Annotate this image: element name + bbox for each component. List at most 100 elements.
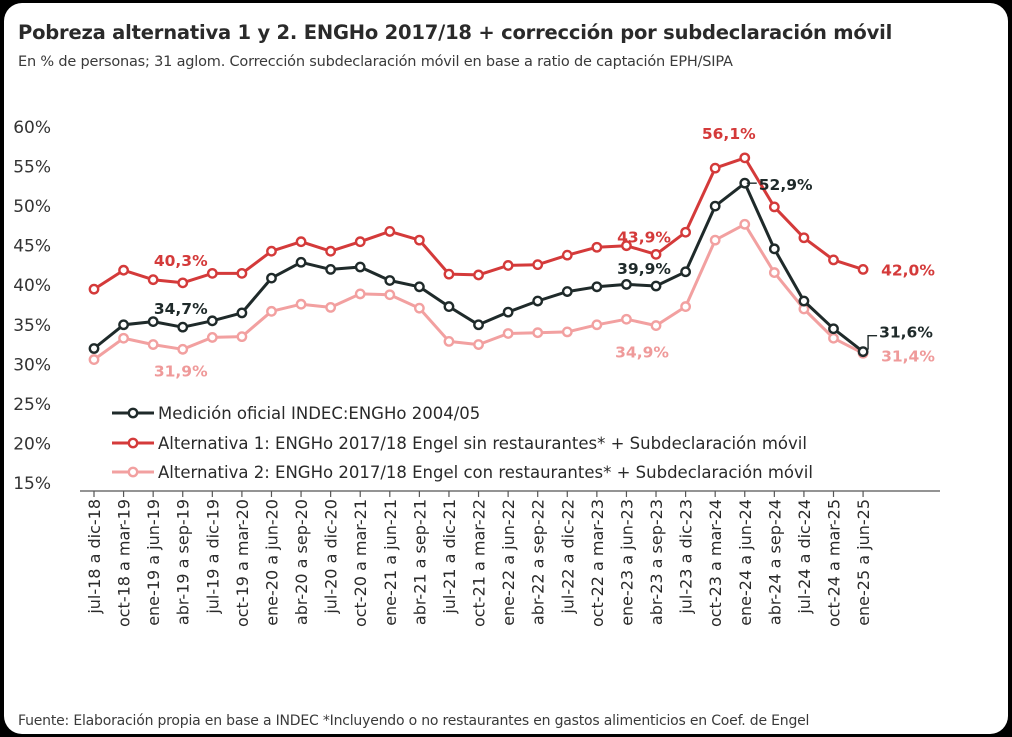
data-point xyxy=(325,263,337,275)
data-point xyxy=(502,328,514,339)
data-point xyxy=(354,236,366,248)
data-point xyxy=(118,319,129,331)
data-point xyxy=(295,256,307,268)
data-point xyxy=(384,226,396,237)
data-point xyxy=(561,249,573,261)
x-tick-label: jul-19 a dic-19 xyxy=(203,499,222,615)
x-tick-label: ene-20 a jun-20 xyxy=(262,499,281,626)
data-point xyxy=(768,243,780,255)
x-tick-label: abr-20 a sep-20 xyxy=(292,499,311,625)
data-point xyxy=(739,218,751,230)
x-tick-label: jul-22 a dic-22 xyxy=(558,499,577,615)
data-point xyxy=(828,332,839,344)
data-label: 56,1% xyxy=(702,125,756,143)
data-point xyxy=(621,240,632,252)
data-point xyxy=(798,232,810,244)
x-tick-label: jul-24 a dic-24 xyxy=(795,499,814,615)
data-label: 42,0% xyxy=(881,261,935,279)
data-point xyxy=(709,200,721,212)
data-label: 31,6% xyxy=(879,324,933,342)
x-tick-label: oct-22 a mar-23 xyxy=(588,499,607,627)
x-tick-label: jul-20 a dic-20 xyxy=(322,499,341,615)
data-point xyxy=(266,272,277,284)
legend-label-2: Alternativa 1: ENGHo 2017/18 Engel sin r… xyxy=(158,434,807,453)
data-point xyxy=(828,254,839,266)
source-note: Fuente: Elaboración propia en base a IND… xyxy=(18,713,810,729)
data-point xyxy=(857,346,869,358)
data-point xyxy=(502,260,514,271)
y-tick-label: 25% xyxy=(13,395,51,415)
data-point xyxy=(680,266,691,278)
data-label: 43,9% xyxy=(617,228,671,246)
data-point xyxy=(88,343,100,354)
data-point xyxy=(857,263,869,275)
data-point xyxy=(118,332,129,344)
legend-marker-3 xyxy=(127,466,139,478)
x-tick-label: ene-24 a jun-24 xyxy=(736,499,755,626)
data-point xyxy=(561,286,573,297)
data-point xyxy=(473,339,484,350)
x-tick-label: jul-23 a dic-23 xyxy=(677,499,696,615)
legend-marker-2 xyxy=(127,437,139,449)
y-tick-label: 50% xyxy=(13,197,51,217)
data-point xyxy=(768,201,780,213)
y-tick-label: 45% xyxy=(13,237,51,257)
data-point xyxy=(591,319,603,331)
data-point xyxy=(828,323,839,335)
x-tick-label: oct-19 a mar-20 xyxy=(233,499,252,627)
data-point xyxy=(147,274,159,286)
data-point xyxy=(680,226,691,238)
data-point xyxy=(295,298,307,310)
data-label: 52,9% xyxy=(759,176,813,194)
x-tick-label: oct-23 a mar-24 xyxy=(706,499,725,627)
x-tick-label: ene-23 a jun-23 xyxy=(617,499,636,626)
data-point xyxy=(443,301,455,312)
data-point xyxy=(266,305,277,317)
data-point xyxy=(650,248,662,260)
data-point xyxy=(709,234,721,246)
data-point xyxy=(177,343,189,355)
data-point xyxy=(473,319,484,331)
data-label: 39,9% xyxy=(617,260,671,278)
data-point xyxy=(384,289,396,301)
data-point xyxy=(650,280,662,292)
data-point xyxy=(532,295,544,307)
data-point xyxy=(295,236,307,248)
data-point xyxy=(354,288,366,300)
data-point xyxy=(147,316,159,328)
data-point xyxy=(325,245,337,257)
data-label: 40,3% xyxy=(154,252,208,270)
data-label: 34,9% xyxy=(615,344,669,362)
x-tick-label: ene-25 a jun-25 xyxy=(854,499,873,626)
x-tick-label: abr-24 a sep-24 xyxy=(765,499,784,625)
x-tick-label: ene-19 a jun-19 xyxy=(144,499,163,626)
data-point xyxy=(177,321,189,333)
data-point xyxy=(709,162,721,174)
data-point xyxy=(591,281,603,293)
line-chart: 15% 20% 25% 30% 35% 40% 45% 50% 55% 60% jul-18 a d… xyxy=(13,118,940,627)
data-point xyxy=(768,267,780,278)
x-tick-label: abr-19 a sep-19 xyxy=(174,499,193,625)
x-tick-label: abr-22 a sep-22 xyxy=(529,499,548,625)
x-tick-label: ene-21 a jun-21 xyxy=(381,499,400,626)
x-tick-label: abr-23 a sep-23 xyxy=(647,499,666,625)
x-tick-label: oct-21 a mar-22 xyxy=(470,499,489,627)
data-point xyxy=(384,275,396,286)
data-point xyxy=(650,320,662,331)
data-point xyxy=(236,267,248,279)
data-label: 31,4% xyxy=(881,347,935,365)
y-tick-label: 35% xyxy=(13,316,51,336)
data-point xyxy=(413,281,425,293)
data-point xyxy=(561,326,573,338)
y-tick-label: 30% xyxy=(13,355,51,375)
data-point xyxy=(147,339,159,350)
data-point xyxy=(443,268,455,280)
x-tick-label: jul-21 a dic-21 xyxy=(440,499,459,615)
data-point xyxy=(680,301,691,312)
data-point xyxy=(206,332,218,343)
x-tick-label: oct-24 a mar-25 xyxy=(825,499,844,627)
chart-subtitle: En % de personas; 31 aglom. Corrección s… xyxy=(18,54,733,70)
data-label: 31,9% xyxy=(154,362,208,380)
data-point xyxy=(266,245,277,257)
data-point xyxy=(591,241,603,253)
